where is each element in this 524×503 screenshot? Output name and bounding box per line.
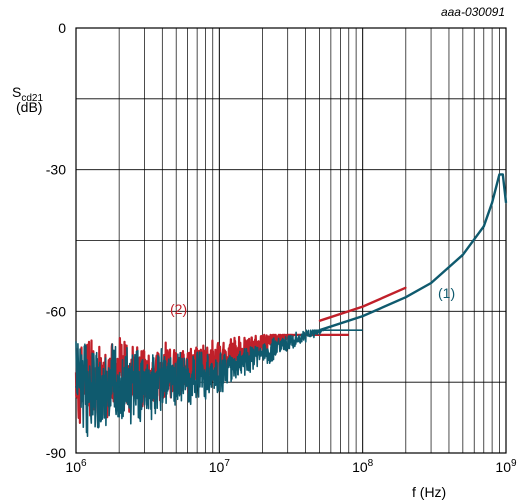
series-1-line <box>319 173 508 332</box>
series-1-point <box>498 173 501 176</box>
series-1-point <box>175 381 177 383</box>
x-tick-base: 10 <box>65 459 81 475</box>
x-tick-base: 10 <box>209 459 225 475</box>
series-1-point <box>75 386 77 388</box>
series-1-point <box>482 225 485 228</box>
grid <box>76 28 506 453</box>
y-axis-label-main: S <box>12 84 21 100</box>
series-1-point <box>318 329 321 332</box>
y-tick-label: -30 <box>46 162 66 178</box>
series-1-point <box>502 173 504 176</box>
x-tick-base: 10 <box>495 459 511 475</box>
series-2-point <box>318 319 321 322</box>
series-2-point <box>405 286 407 289</box>
series-1-point <box>218 371 221 374</box>
series-1-point <box>118 386 120 388</box>
series-label-2: (2) <box>170 301 187 317</box>
figure-id-label: aaa-030091 <box>441 5 505 19</box>
series-label-1: (1) <box>438 285 455 301</box>
y-axis-label: Scd21 <box>12 84 43 104</box>
x-tick-exp: 8 <box>368 458 374 469</box>
y-tick-labels: 0 -30 -60 -90 <box>46 20 66 461</box>
y-tick-label: -90 <box>46 445 66 461</box>
x-tick-exp: 9 <box>511 458 517 469</box>
series-1-point <box>430 282 432 284</box>
y-axis-label-sub: cd21 <box>21 93 43 104</box>
series-1-noise <box>75 329 364 438</box>
x-tick-base: 10 <box>352 459 368 475</box>
y-tick-label: -60 <box>46 303 66 319</box>
series-1-point <box>491 201 493 204</box>
series-layer <box>74 173 508 438</box>
series-1-point <box>405 296 407 298</box>
x-tick-label: 108 <box>352 458 374 475</box>
series-2-point <box>361 305 364 308</box>
series-1-point <box>361 315 364 317</box>
series-1-point <box>505 201 507 204</box>
x-tick-label: 106 <box>65 458 87 475</box>
x-axis-label: f (Hz) <box>412 484 446 500</box>
x-tick-exp: 6 <box>81 458 87 469</box>
x-tick-label: 107 <box>209 458 231 475</box>
series-1-point <box>261 353 264 355</box>
plot-frame <box>75 27 507 454</box>
x-tick-labels: 106 107 108 109 <box>65 458 517 475</box>
y-axis-unit: (dB) <box>16 99 42 115</box>
x-tick-label: 109 <box>495 458 517 475</box>
y-tick-label: 0 <box>58 20 66 36</box>
series-1-point <box>462 253 464 256</box>
x-tick-exp: 7 <box>224 458 230 469</box>
